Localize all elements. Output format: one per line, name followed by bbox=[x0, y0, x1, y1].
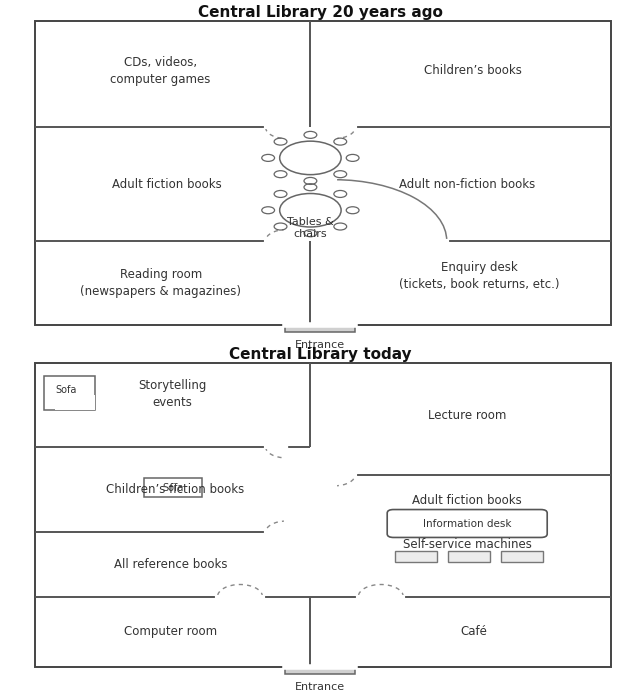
Text: Enquiry desk
(tickets, book returns, etc.): Enquiry desk (tickets, book returns, etc… bbox=[399, 261, 559, 291]
Bar bbox=[55, 395, 95, 410]
Text: Children’s fiction books: Children’s fiction books bbox=[106, 483, 244, 496]
Bar bbox=[285, 325, 355, 332]
Bar bbox=[448, 551, 490, 562]
Text: Sofa: Sofa bbox=[162, 483, 184, 493]
Text: Information desk: Information desk bbox=[423, 518, 511, 529]
Bar bbox=[44, 376, 95, 410]
Text: All reference books: All reference books bbox=[114, 558, 227, 571]
Text: Reading room
(newspapers & magazines): Reading room (newspapers & magazines) bbox=[80, 267, 241, 298]
Bar bbox=[502, 551, 543, 562]
Bar bbox=[144, 478, 202, 498]
Text: Storytelling
events: Storytelling events bbox=[139, 379, 207, 409]
Text: Children’s books: Children’s books bbox=[424, 64, 522, 77]
Text: Central Library today: Central Library today bbox=[228, 348, 412, 362]
Text: Adult non-fiction books: Adult non-fiction books bbox=[399, 178, 535, 191]
Text: Café: Café bbox=[460, 625, 487, 638]
Text: CDs, videos,
computer games: CDs, videos, computer games bbox=[111, 56, 211, 86]
Text: Tables &
chairs: Tables & chairs bbox=[287, 217, 334, 239]
Text: Entrance: Entrance bbox=[295, 340, 345, 350]
Bar bbox=[35, 363, 611, 667]
Bar bbox=[35, 21, 611, 325]
Text: Self-service machines: Self-service machines bbox=[403, 538, 532, 551]
Text: Adult fiction books: Adult fiction books bbox=[412, 494, 522, 507]
FancyBboxPatch shape bbox=[387, 509, 547, 538]
Text: Lecture room: Lecture room bbox=[428, 409, 506, 422]
Text: Adult fiction books: Adult fiction books bbox=[112, 178, 222, 191]
Text: Entrance: Entrance bbox=[295, 682, 345, 691]
Text: Central Library 20 years ago: Central Library 20 years ago bbox=[198, 6, 442, 20]
Bar bbox=[285, 668, 355, 674]
Text: Sofa: Sofa bbox=[56, 384, 77, 395]
Text: Computer room: Computer room bbox=[124, 625, 217, 638]
Bar bbox=[395, 551, 436, 562]
